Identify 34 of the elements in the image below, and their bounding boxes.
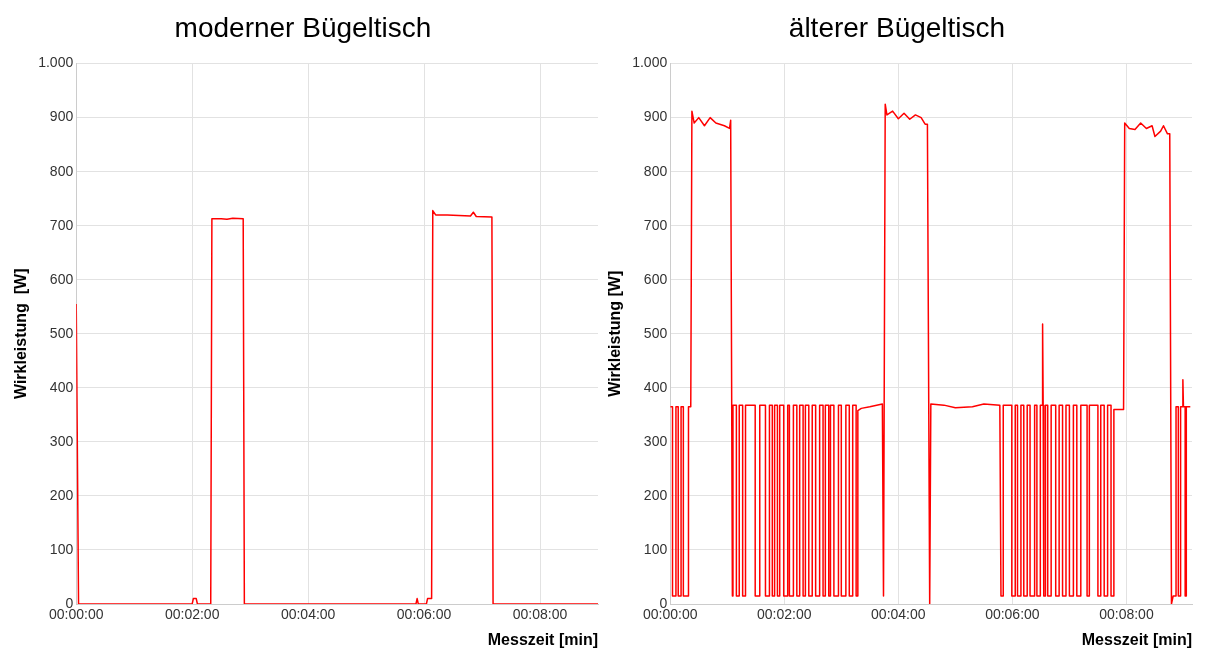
y-tick-label: 900 <box>49 108 74 125</box>
y-tick-label: 700 <box>49 216 74 233</box>
y-tick-label: 700 <box>643 216 668 233</box>
x-tick-label: 00:04:00 <box>871 606 926 623</box>
y-axis-title: Wirkleistung [W] <box>12 268 30 400</box>
y-tick-label: 500 <box>643 324 668 341</box>
x-tick-label: 00:08:00 <box>512 606 568 623</box>
x-tick-label: 00:08:00 <box>1099 606 1154 623</box>
x-tick-label: 00:06:00 <box>396 606 452 623</box>
y-tick-label: 1.000 <box>632 54 668 71</box>
y-tick-label: 200 <box>49 486 74 503</box>
y-tick-label: 300 <box>49 432 74 449</box>
y-tick-label: 300 <box>643 432 668 449</box>
y-tick-label: 400 <box>49 378 74 395</box>
y-tick-label: 500 <box>49 324 74 341</box>
x-tick-label: 00:02:00 <box>757 606 812 623</box>
y-tick-label: 800 <box>49 162 74 179</box>
y-tick-label: 600 <box>49 270 74 287</box>
x-tick-label: 00:02:00 <box>164 606 220 623</box>
y-axis-title: Wirkleistung [W] <box>606 270 624 397</box>
x-axis-title: Messzeit [min] <box>1081 630 1192 648</box>
chart-title: moderner Bügeltisch <box>174 11 432 43</box>
chart-title: älterer Bügeltisch <box>788 11 1006 43</box>
y-tick-label: 900 <box>643 108 668 125</box>
y-tick-label: 100 <box>643 540 668 557</box>
y-tick-label: 600 <box>643 270 668 287</box>
y-tick-label: 400 <box>643 378 668 395</box>
x-tick-label: 00:06:00 <box>985 606 1040 623</box>
y-tick-label: 100 <box>49 540 74 557</box>
y-tick-label: 800 <box>643 162 668 179</box>
y-tick-label: 200 <box>643 486 668 503</box>
x-axis-title: Messzeit [min] <box>487 630 598 648</box>
y-tick-label: 1.000 <box>38 54 74 71</box>
x-tick-label: 00:04:00 <box>280 606 336 623</box>
